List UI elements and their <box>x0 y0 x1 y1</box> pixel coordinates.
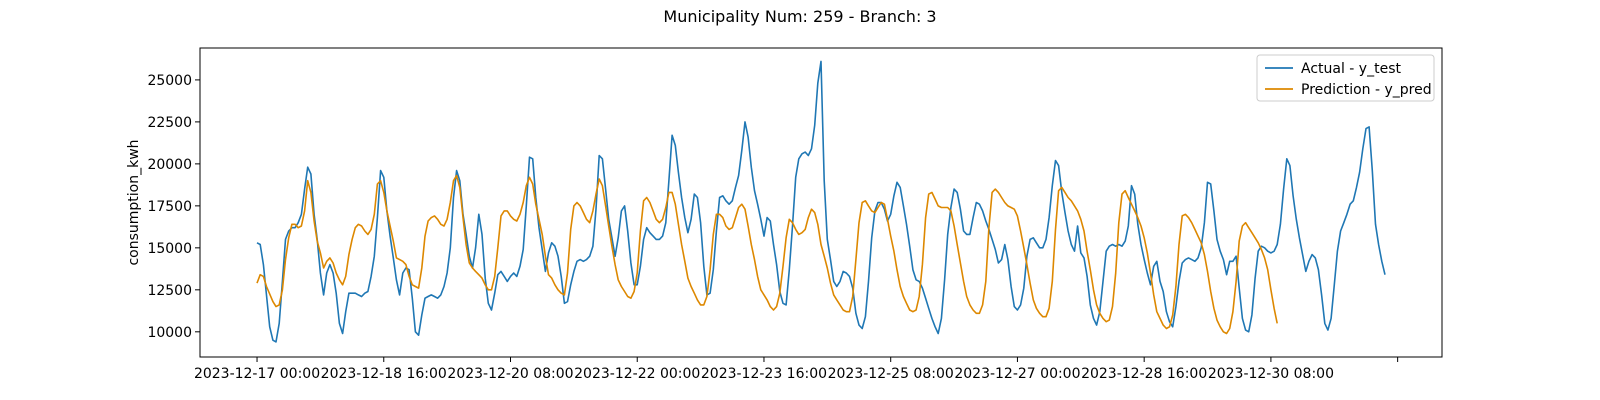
x-tick-label: 2023-12-22 00:00 <box>574 366 700 382</box>
x-tick-label: 2023-12-28 16:00 <box>1081 366 1207 382</box>
y-tick-label: 22500 <box>147 115 192 131</box>
y-axis-label: consumption_kwh <box>126 139 142 265</box>
y-tick-label: 25000 <box>147 73 192 89</box>
x-tick-label: 2023-12-20 08:00 <box>447 366 573 382</box>
x-tick-label: 2023-12-23 16:00 <box>701 366 827 382</box>
x-tick-label: 2023-12-27 00:00 <box>954 366 1080 382</box>
plot-area <box>199 47 1443 358</box>
y-tick-label: 20000 <box>147 157 192 173</box>
x-tick-label: 2023-12-18 16:00 <box>321 366 447 382</box>
legend: Actual - y_test Prediction - y_pred <box>1256 54 1435 102</box>
legend-box <box>1256 54 1435 102</box>
legend-label: Prediction - y_pred <box>1301 82 1432 98</box>
chart-title: Municipality Num: 259 - Branch: 3 <box>663 7 936 26</box>
x-tick-label: 2023-12-25 08:00 <box>828 366 954 382</box>
y-tick-label: 12500 <box>147 283 192 299</box>
x-tick-label: 2023-12-17 00:00 <box>194 366 320 382</box>
y-tick-label: 17500 <box>147 199 192 215</box>
y-tick-label: 10000 <box>147 325 192 341</box>
x-tick-label: 2023-12-30 08:00 <box>1208 366 1334 382</box>
legend-label: Actual - y_test <box>1301 61 1401 77</box>
series-line-0 <box>256 60 1386 343</box>
series-lines <box>256 60 1386 343</box>
y-axis: 10000 12500 15000 17500 20000 22500 25000 <box>147 73 200 341</box>
x-axis: 2023-12-17 00:00 2023-12-18 16:00 2023-12-… <box>194 357 1399 382</box>
y-tick-label: 15000 <box>147 241 192 257</box>
series-line-1 <box>256 174 1278 335</box>
